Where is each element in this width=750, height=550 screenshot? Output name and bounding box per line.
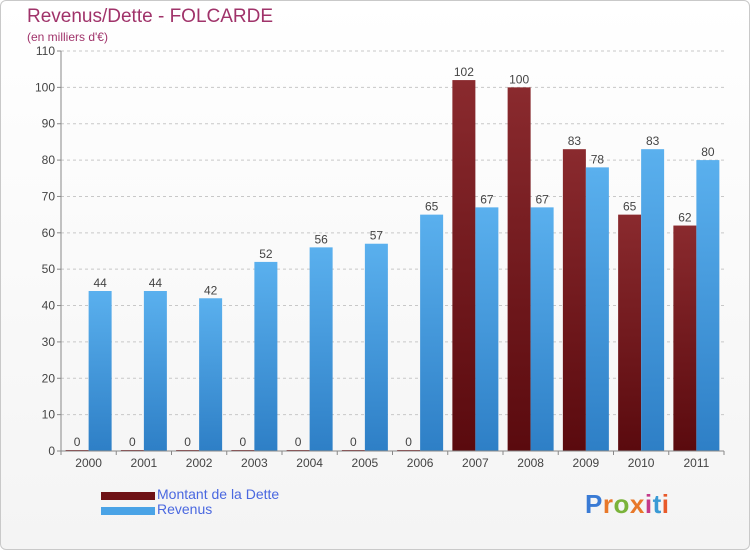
y-tick-label: 30 xyxy=(42,335,56,349)
data-label-revenus: 57 xyxy=(370,229,384,243)
data-label-dette: 0 xyxy=(74,435,81,449)
bar-revenus xyxy=(420,214,444,451)
logo-letter: i xyxy=(661,489,670,519)
data-label-dette: 65 xyxy=(623,200,637,214)
bar-dette xyxy=(562,149,586,451)
bar-revenus xyxy=(364,243,388,451)
x-tick-label: 2002 xyxy=(186,456,213,470)
bar-dette xyxy=(618,214,642,451)
x-tick-label: 2007 xyxy=(462,456,489,470)
data-label-dette: 0 xyxy=(405,435,412,449)
bar-revenus xyxy=(143,291,167,451)
y-tick-label: 20 xyxy=(42,371,56,385)
y-tick-label: 70 xyxy=(42,189,56,203)
x-tick-label: 2003 xyxy=(241,456,268,470)
y-tick-label: 50 xyxy=(42,262,56,276)
x-tick-label: 2005 xyxy=(352,456,379,470)
chart-subtitle: (en milliers d'€) xyxy=(27,30,108,44)
y-tick-label: 10 xyxy=(42,408,56,422)
legend-label-dette: Montant de la Dette xyxy=(157,486,280,502)
bar-revenus xyxy=(254,261,278,451)
logo-letter: i xyxy=(644,489,653,519)
bar-revenus xyxy=(696,160,720,451)
data-label-revenus: 56 xyxy=(314,232,328,246)
bar-dette xyxy=(452,80,476,451)
logo-letter: P xyxy=(585,489,603,519)
legend-swatch-revenus xyxy=(101,507,155,515)
data-label-revenus: 67 xyxy=(535,192,549,206)
legend-swatch-dette xyxy=(101,492,155,500)
y-tick-label: 110 xyxy=(36,44,55,58)
data-label-revenus: 44 xyxy=(149,276,163,290)
data-label-revenus: 83 xyxy=(646,134,660,148)
x-tick-label: 2009 xyxy=(573,456,600,470)
y-tick-label: 60 xyxy=(42,226,56,240)
y-tick-label: 40 xyxy=(42,299,56,313)
bar-dette xyxy=(673,225,697,451)
data-label-revenus: 52 xyxy=(259,247,273,261)
bar-revenus xyxy=(309,247,333,451)
data-label-revenus: 65 xyxy=(425,200,439,214)
bar-revenus xyxy=(475,207,499,451)
x-tick-label: 2010 xyxy=(628,456,655,470)
data-label-dette: 0 xyxy=(350,435,357,449)
data-label-dette: 0 xyxy=(240,435,247,449)
data-label-dette: 62 xyxy=(678,211,692,225)
y-tick-label: 80 xyxy=(42,153,56,167)
data-label-revenus: 44 xyxy=(93,276,107,290)
data-label-revenus: 78 xyxy=(591,152,605,166)
x-tick-label: 2011 xyxy=(683,456,709,470)
y-tick-label: 100 xyxy=(35,80,55,94)
bar-dette xyxy=(507,87,531,451)
data-label-revenus: 42 xyxy=(204,283,218,297)
chart-title: Revenus/Dette - FOLCARDE xyxy=(27,6,274,27)
data-label-dette: 83 xyxy=(568,134,582,148)
data-label-dette: 0 xyxy=(295,435,302,449)
y-tick-label: 0 xyxy=(48,444,55,458)
data-label-dette: 0 xyxy=(129,435,136,449)
bar-revenus xyxy=(199,298,223,451)
x-tick-label: 2006 xyxy=(407,456,434,470)
bar-revenus xyxy=(641,149,665,451)
x-tick-label: 2008 xyxy=(517,456,544,470)
legend-label-revenus: Revenus xyxy=(157,501,213,517)
bar-revenus xyxy=(530,207,554,451)
proxiti-logo: Proxiti xyxy=(585,489,669,520)
bar-revenus xyxy=(585,167,609,451)
bar-revenus xyxy=(88,291,112,451)
data-label-dette: 0 xyxy=(184,435,191,449)
logo-letter: r xyxy=(602,489,614,519)
logo-letter: o xyxy=(613,489,630,519)
data-label-dette: 102 xyxy=(454,65,474,79)
logo-letter: t xyxy=(652,489,662,519)
x-tick-label: 2000 xyxy=(75,456,102,470)
y-tick-label: 90 xyxy=(42,117,56,131)
logo-letter: x xyxy=(629,489,645,519)
data-label-revenus: 80 xyxy=(701,145,715,159)
x-tick-label: 2001 xyxy=(131,456,158,470)
data-label-dette: 100 xyxy=(509,72,529,86)
x-tick-label: 2004 xyxy=(296,456,323,470)
data-label-revenus: 67 xyxy=(480,192,494,206)
